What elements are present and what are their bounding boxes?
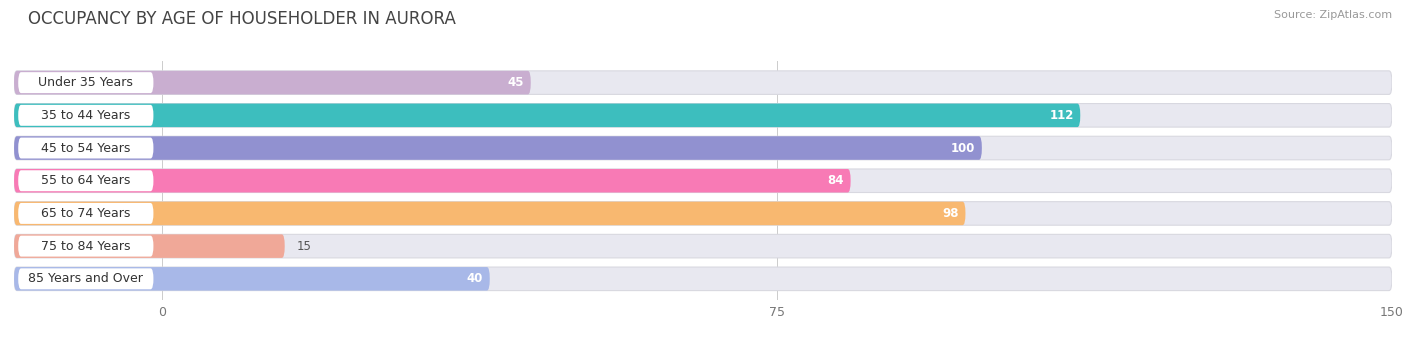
- Text: 15: 15: [297, 240, 312, 253]
- Text: 98: 98: [942, 207, 959, 220]
- FancyBboxPatch shape: [18, 105, 153, 126]
- Text: 55 to 64 Years: 55 to 64 Years: [41, 174, 131, 187]
- FancyBboxPatch shape: [18, 203, 153, 224]
- Text: Under 35 Years: Under 35 Years: [38, 76, 134, 89]
- Text: 100: 100: [950, 142, 976, 154]
- FancyBboxPatch shape: [18, 137, 153, 159]
- FancyBboxPatch shape: [14, 136, 981, 160]
- FancyBboxPatch shape: [14, 267, 1392, 291]
- Text: 45: 45: [508, 76, 524, 89]
- FancyBboxPatch shape: [14, 104, 1392, 127]
- FancyBboxPatch shape: [14, 71, 1392, 94]
- Text: 112: 112: [1049, 109, 1074, 122]
- Text: 84: 84: [828, 174, 844, 187]
- FancyBboxPatch shape: [14, 267, 489, 291]
- FancyBboxPatch shape: [14, 202, 1392, 225]
- FancyBboxPatch shape: [14, 104, 1080, 127]
- Text: 45 to 54 Years: 45 to 54 Years: [41, 142, 131, 154]
- FancyBboxPatch shape: [14, 234, 284, 258]
- Text: 85 Years and Over: 85 Years and Over: [28, 272, 143, 285]
- FancyBboxPatch shape: [14, 234, 1392, 258]
- FancyBboxPatch shape: [14, 169, 851, 193]
- Text: 40: 40: [467, 272, 484, 285]
- Text: 35 to 44 Years: 35 to 44 Years: [41, 109, 131, 122]
- FancyBboxPatch shape: [18, 268, 153, 289]
- FancyBboxPatch shape: [18, 170, 153, 191]
- FancyBboxPatch shape: [14, 169, 1392, 193]
- FancyBboxPatch shape: [18, 72, 153, 93]
- FancyBboxPatch shape: [14, 71, 531, 94]
- Text: OCCUPANCY BY AGE OF HOUSEHOLDER IN AURORA: OCCUPANCY BY AGE OF HOUSEHOLDER IN AUROR…: [28, 10, 456, 28]
- FancyBboxPatch shape: [18, 236, 153, 256]
- FancyBboxPatch shape: [14, 136, 1392, 160]
- FancyBboxPatch shape: [14, 202, 966, 225]
- Text: 75 to 84 Years: 75 to 84 Years: [41, 240, 131, 253]
- Text: Source: ZipAtlas.com: Source: ZipAtlas.com: [1274, 10, 1392, 20]
- Text: 65 to 74 Years: 65 to 74 Years: [41, 207, 131, 220]
